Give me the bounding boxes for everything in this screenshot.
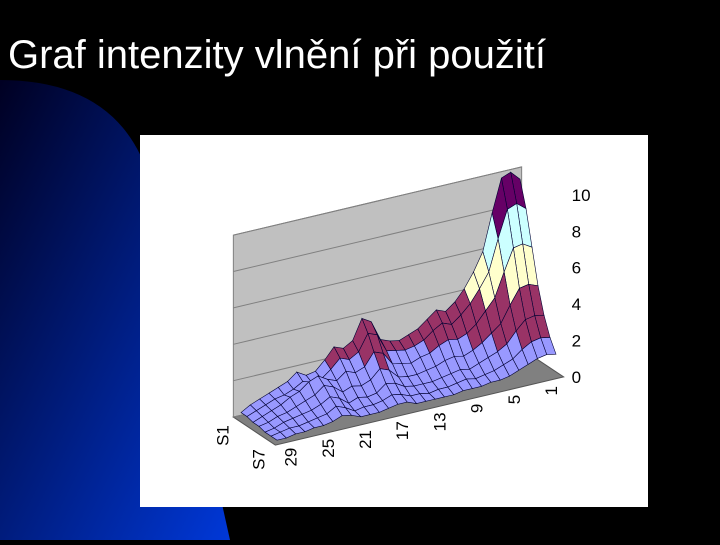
x-tick-label: 9 bbox=[468, 404, 487, 413]
grid-line bbox=[233, 166, 522, 236]
x-tick-label: 29 bbox=[282, 448, 301, 467]
grid-line bbox=[233, 239, 522, 309]
x-tick-label: 13 bbox=[430, 412, 449, 431]
series-label: S1 bbox=[213, 425, 232, 446]
z-tick-label: 2 bbox=[572, 332, 581, 351]
surface-cell bbox=[270, 431, 287, 441]
x-tick-label: 17 bbox=[393, 421, 412, 440]
z-tick-label: 8 bbox=[572, 222, 581, 241]
z-tick-label: 0 bbox=[572, 368, 581, 387]
z-tick-label: 6 bbox=[572, 259, 581, 278]
x-tick-label: 21 bbox=[356, 430, 375, 449]
x-tick-label: 1 bbox=[542, 386, 561, 395]
z-tick-label: 4 bbox=[572, 295, 581, 314]
plot: 0 2 4 6 8 10 1 5 9 13 17 21 25 29 S1 S7 bbox=[213, 166, 591, 470]
series-label: S7 bbox=[249, 449, 268, 470]
grid-line bbox=[233, 202, 522, 272]
x-tick-label: 25 bbox=[319, 439, 338, 458]
z-tick-label: 10 bbox=[572, 186, 591, 205]
slide-title: Graf intenzity vlnění při použití bbox=[8, 33, 546, 77]
x-tick-label: 5 bbox=[505, 395, 524, 404]
